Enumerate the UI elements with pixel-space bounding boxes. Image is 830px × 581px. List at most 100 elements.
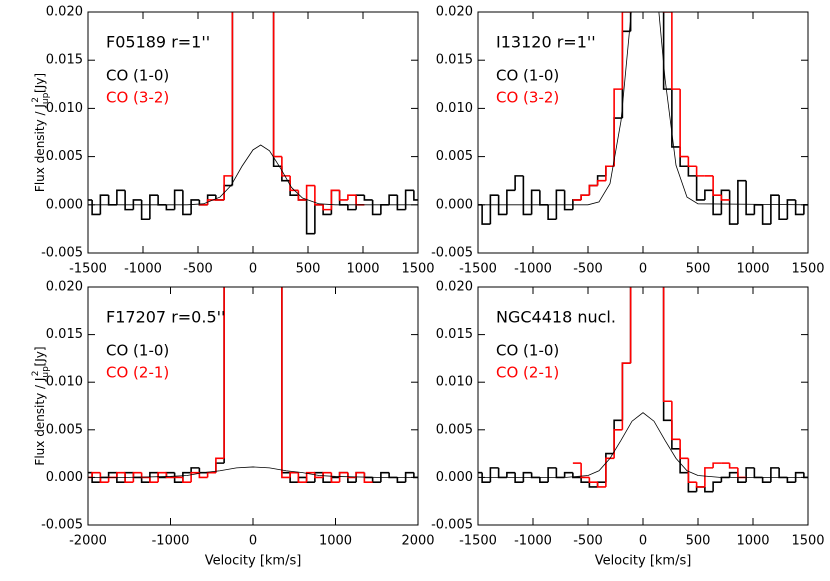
spectrum-step [223,175,233,200]
spectrum-step [165,204,175,211]
spectrum-step [322,204,332,211]
spectrum-step [596,179,606,186]
spectrum-step [91,199,101,216]
x-tick-label: 0 [249,534,257,549]
spectrum-step [563,471,573,478]
spectrum-step [363,195,373,201]
legend-entry: CO (1-0) [106,67,169,85]
spectrum-step [223,287,225,464]
spectrum-step [149,471,159,483]
x-tick-label: 0 [639,262,647,277]
y-tick-label: -0.005 [431,246,473,261]
spectrum-step [778,467,788,479]
spectrum-step [380,471,390,483]
spectrum-step [481,204,491,225]
spectrum-step [347,194,357,200]
spectrum-step [388,194,398,205]
spectrum-step [182,477,192,483]
spectrum-step [613,117,623,167]
spectrum-step [347,472,357,479]
spectrum-step [380,204,390,215]
legend-entry: CO (1-0) [106,342,169,360]
spectrum-step [165,472,175,479]
spectrum-step [761,204,771,225]
spectrum-step [182,471,192,483]
spectrum-step [363,472,373,483]
y-axis-label: Flux density / Jup2 [Jy] [31,346,51,465]
spectrum-step [547,467,557,483]
x-tick-label: -500 [573,534,603,549]
spectrum-step [662,12,672,90]
spectrum-step [737,179,747,225]
spectrum-step [629,12,632,32]
plot-frame [477,286,809,526]
spectrum-step [355,195,365,206]
x-tick-label: 1000 [736,262,769,277]
spectrum-step [794,471,804,483]
spectrum-step [613,429,623,459]
x-tick-label: -2000 [69,534,107,549]
spectrum-step [274,97,282,211]
spectrum-step [613,88,623,167]
spectrum-step [232,97,240,211]
spectrum-step [330,189,340,210]
spectrum-step [481,472,491,483]
gaussian-fit [88,144,418,206]
plot-frame [87,11,419,254]
spectrum-step [116,189,126,205]
y-label-sub: up [41,92,51,104]
x-axis-label: Velocity [km/s] [205,554,302,569]
y-label-unit: [Jy] [33,73,47,93]
y-label-main: Flux density / J [33,104,47,192]
spectrum-step [770,194,780,225]
x-tick-label: -1000 [514,534,552,549]
spectrum-step [314,472,324,479]
spectrum-step [655,97,663,145]
y-tick-label: 0.015 [46,53,83,68]
y-tick-label: 0.000 [436,197,473,212]
y-tick-label: 0.015 [436,53,473,68]
spectrum-step [371,477,381,483]
x-tick-label: 1000 [319,534,352,549]
spectrum-step [355,194,365,210]
spectrum-step [671,401,681,441]
spectrum-step [497,467,507,479]
spectrum-step [720,189,730,215]
spectrum-step [231,12,234,176]
spectrum-step [232,97,240,192]
spectrum-step [281,287,291,474]
spectrum-step [314,204,324,234]
spectrum-step [563,190,573,211]
legend-entry: CO (2-1) [106,364,169,382]
spectrum-step [322,472,332,483]
y-tick-label: 0.015 [436,327,473,342]
spectrum-step [737,467,747,479]
spectrum-step [497,195,507,216]
spectrum-step [506,189,516,215]
y-tick-label: -0.005 [431,518,473,533]
x-tick-label: -500 [573,262,603,277]
spectrum-step [671,12,681,90]
spectrum-step [679,448,689,474]
spectrum-step [522,471,532,483]
spectrum-step [157,195,167,206]
y-tick-label: 0.010 [436,375,473,390]
plot-area [478,97,808,493]
x-tick-label: -1000 [514,262,552,277]
y-tick-label: 0.005 [436,422,473,437]
spectrum-step [728,190,738,225]
spectrum-step [704,189,714,200]
spectrum-step [687,166,697,177]
spectrum-step [621,12,631,90]
y-axis-label: Flux density / Jup2 [Jy] [31,73,51,192]
spectrum-step [547,204,557,221]
spectrum-step [530,472,540,479]
spectrum-step [629,287,632,364]
spectrum-step [396,195,406,211]
spectrum-step [514,175,524,191]
spectrum-step [613,419,623,454]
spectrum-step [728,463,738,469]
spectrum-step [404,189,414,210]
spectrum-step [322,471,332,478]
spectrum-step [588,482,598,488]
